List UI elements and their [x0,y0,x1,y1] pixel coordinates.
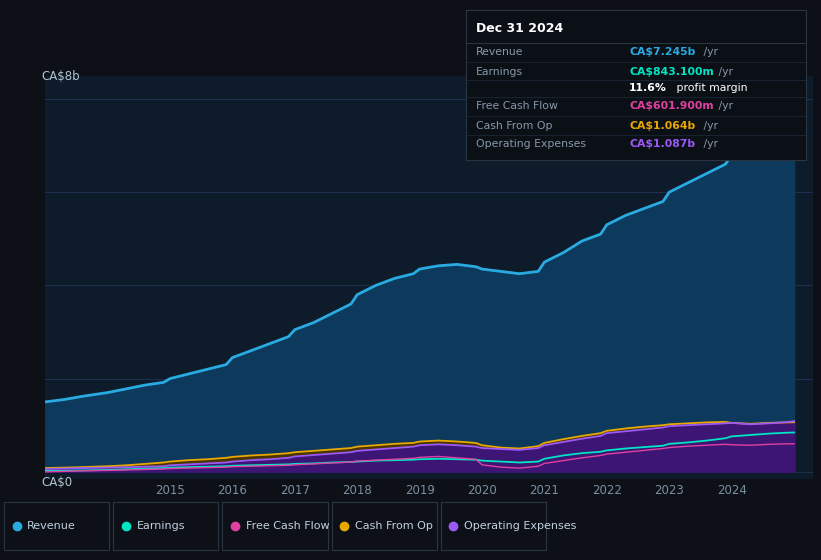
Text: Revenue: Revenue [475,47,523,57]
Text: Earnings: Earnings [475,67,523,77]
Text: Revenue: Revenue [27,521,76,531]
Text: Operating Expenses: Operating Expenses [464,521,576,531]
Text: Free Cash Flow: Free Cash Flow [245,521,329,531]
Text: CA$8b: CA$8b [41,70,80,83]
Text: profit margin: profit margin [673,83,748,93]
Text: /yr: /yr [715,101,733,111]
Text: CA$843.100m: CA$843.100m [629,67,713,77]
Text: Operating Expenses: Operating Expenses [475,139,585,148]
Text: /yr: /yr [715,67,733,77]
Text: CA$601.900m: CA$601.900m [629,101,713,111]
Text: CA$7.245b: CA$7.245b [629,47,695,57]
Text: Free Cash Flow: Free Cash Flow [475,101,557,111]
Text: Earnings: Earnings [136,521,185,531]
Text: /yr: /yr [700,139,718,148]
Text: Cash From Op: Cash From Op [475,120,553,130]
Text: CA$1.064b: CA$1.064b [629,120,695,130]
Text: CA$1.087b: CA$1.087b [629,139,695,148]
Text: 11.6%: 11.6% [629,83,667,93]
Text: CA$0: CA$0 [41,476,72,489]
Text: /yr: /yr [700,120,718,130]
Text: /yr: /yr [700,47,718,57]
Text: Dec 31 2024: Dec 31 2024 [475,22,563,35]
Text: Cash From Op: Cash From Op [355,521,433,531]
